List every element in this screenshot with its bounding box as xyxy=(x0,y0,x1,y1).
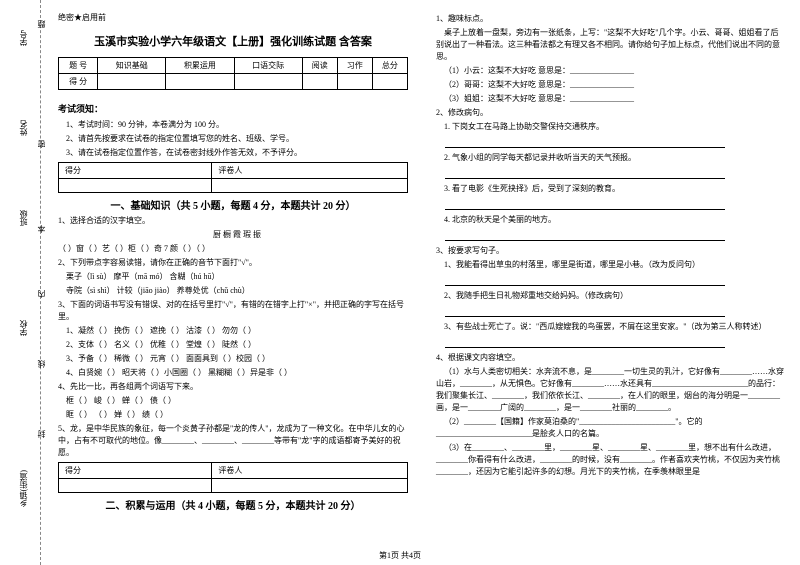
mt1-b1[interactable] xyxy=(59,179,212,193)
th-0: 题 号 xyxy=(59,58,98,74)
fold-line xyxy=(40,0,41,565)
td-4[interactable] xyxy=(302,74,337,90)
th-3: 口语交际 xyxy=(234,58,302,74)
td-3[interactable] xyxy=(234,74,302,90)
q5: 5、龙，是中华民族的象征，每一个炎黄子孙都是"龙的传人"，龙成为了一种文化。在中… xyxy=(58,423,408,459)
page-content: 绝密★启用前 玉溪市实验小学六年级语文【上册】强化训练试题 含答案 题 号 知识… xyxy=(58,12,788,542)
notice-2: 2、请首先按要求在试卷的指定位置填写您的姓名、班级、学号。 xyxy=(58,133,408,145)
margin-label-xiangzhen: 乡镇(街道) xyxy=(18,470,29,507)
r-q3-2: 2、我随手把生日礼物郑重地交给妈妈。（修改病句） xyxy=(436,290,786,302)
q3-4: 4、白贤婉（ ） 昭天将（ ）小国圈（ ） 黑糊糊（ ）异是非（ ） xyxy=(58,367,408,379)
margin-mark-3: 内 xyxy=(36,290,47,298)
q4-line2: 眶（ ） （ ） 婵（ ） 绩（ ） xyxy=(58,409,408,421)
blank-line-1[interactable] xyxy=(445,137,725,148)
margin-label-xuehao: 学号 xyxy=(18,30,29,46)
blank-line-6[interactable] xyxy=(445,306,725,317)
r-q1: 1、趣味标点。 xyxy=(436,13,786,25)
r-q4-body3: （3）在________、________里，________星、_______… xyxy=(436,442,786,478)
td-2[interactable] xyxy=(166,74,234,90)
margin-label-xuexiao: 学校 xyxy=(18,320,29,336)
mt1-c1: 得分 xyxy=(59,163,212,179)
td-0: 得 分 xyxy=(59,74,98,90)
q4-line: 框（ ） 峻（ ） 蝉（ ） 债（ ） xyxy=(58,395,408,407)
mt1-b2[interactable] xyxy=(212,179,408,193)
r-q1-b: （2）哥哥：这梨不大好吃 意思是：________________ xyxy=(436,79,786,91)
td-5[interactable] xyxy=(337,74,372,90)
notice-header: 考试须知： xyxy=(58,102,408,115)
score-value-row: 得 分 xyxy=(59,74,408,90)
r-q1-c: （3）姐姐：这梨不大好吃 意思是：________________ xyxy=(436,93,786,105)
q3-3: 3、予备（ ） 稀微（ ） 元宵（ ） 面面具到（ ）校园（ ） xyxy=(58,353,408,365)
mt2-b2[interactable] xyxy=(212,479,408,493)
page-footer: 第1页 共4页 xyxy=(0,550,800,561)
r-q4: 4、根据课文内容填空。 xyxy=(436,352,786,364)
r-q2-3: 3. 看了电影《生死抉择》后，受到了深刻的教育。 xyxy=(436,183,786,195)
td-6[interactable] xyxy=(372,74,407,90)
score-header-row: 题 号 知识基础 积累运用 口语交际 阅读 习作 总分 xyxy=(59,58,408,74)
th-5: 习作 xyxy=(337,58,372,74)
r-q3-3: 3、有些战士死亡了。说："西瓜嫂嫂我的鸟蛋罢，不屑在这里安家。"（改为第三人称转… xyxy=(436,321,786,333)
q3: 3、下面的词语书写没有错误、对的在括号里打"√"，有错的在错字上打"×"，并把正… xyxy=(58,299,408,323)
blank-line-3[interactable] xyxy=(445,199,725,210)
grader-table-2: 得分评卷人 xyxy=(58,462,408,493)
mt2-b1[interactable] xyxy=(59,479,212,493)
q1-blanks: （ ）窗（ ）艺（ ）柜（ ）奇 7 颜（ ）（ ） xyxy=(58,243,408,255)
r-q4-body1: （1）水与人类密切相关：水奔流不息，是________一切生灵的乳汁，它好像有_… xyxy=(436,366,786,414)
mt2-c1: 得分 xyxy=(59,463,212,479)
mt1-c2: 评卷人 xyxy=(212,163,408,179)
margin-mark-2: 本 xyxy=(36,225,47,233)
r-q2-1: 1. 下岗女工在马路上协助交警保持交通秩序。 xyxy=(436,121,786,133)
q1-chars: 厨 橱 霞 瑕 振 xyxy=(58,229,408,241)
section1-title: 一、基础知识（共 5 小题，每题 4 分，本题共计 20 分） xyxy=(58,197,408,212)
r-q3-1: 1、我能看得出草虫的村落里，哪里是街道，哪里是小巷。（改为反问句） xyxy=(436,259,786,271)
binding-margin: 学号 姓名 班级 学校 乡镇(街道) 题 密 本 内 线 封 xyxy=(0,0,58,565)
r-q2-4: 4. 北京的秋天是个美丽的地方。 xyxy=(436,214,786,226)
blank-line-7[interactable] xyxy=(445,337,725,348)
th-1: 知识基础 xyxy=(98,58,166,74)
left-column: 绝密★启用前 玉溪市实验小学六年级语文【上册】强化训练试题 含答案 题 号 知识… xyxy=(58,12,408,542)
section2-title: 二、积累与运用（共 4 小题，每题 5 分，本题共计 20 分） xyxy=(58,497,408,512)
right-column: 1、趣味标点。 桌子上放着一盘梨，旁边有一张纸条，上写："这梨不大好吃"几个字。… xyxy=(436,12,786,542)
margin-mark-0: 题 xyxy=(36,20,47,28)
margin-mark-5: 封 xyxy=(36,430,47,438)
q2: 2、下列带点字容易读错，请你在正确的音节下面打"√"。 xyxy=(58,257,408,269)
r-q1-body: 桌子上放着一盘梨，旁边有一张纸条，上写："这梨不大好吃"几个字。小云、哥哥、姐姐… xyxy=(436,27,786,63)
q3-2: 2、支体（ ） 名义（ ） 优稚（ ） 堂煌（ ） 陡然（ ） xyxy=(58,339,408,351)
notice-1: 1、考试时间：90 分钟，本卷满分为 100 分。 xyxy=(58,119,408,131)
blank-line-2[interactable] xyxy=(445,168,725,179)
blank-line-4[interactable] xyxy=(445,230,725,241)
td-1[interactable] xyxy=(98,74,166,90)
notice-3: 3、请在试卷指定位置作答，在试卷密封线外作答无效，不予评分。 xyxy=(58,147,408,159)
margin-mark-1: 密 xyxy=(36,140,47,148)
score-table: 题 号 知识基础 积累运用 口语交际 阅读 习作 总分 得 分 xyxy=(58,57,408,90)
margin-mark-4: 线 xyxy=(36,360,47,368)
r-q3: 3、按要求写句子。 xyxy=(436,245,786,257)
q2b: 寺院（sì shì） 计较（jiāo jiào） 养尊处优（chǔ chù） xyxy=(58,285,408,297)
r-q2: 2、修改病句。 xyxy=(436,107,786,119)
margin-label-banji: 班级 xyxy=(18,210,29,226)
q2a: 栗子（lì sù） 摩平（mā mó） 含糊（hú hū） xyxy=(58,271,408,283)
q1: 1、选择合适的汉字填空。 xyxy=(58,215,408,227)
q4: 4、先比一比，再各组两个词语写下来。 xyxy=(58,381,408,393)
blank-line-5[interactable] xyxy=(445,275,725,286)
th-6: 总分 xyxy=(372,58,407,74)
exam-title: 玉溪市实验小学六年级语文【上册】强化训练试题 含答案 xyxy=(58,33,408,49)
q3-1: 1、凝然（ ） 挽伤（ ） 遮挽（ ） 沽漆（ ） 勿勿（ ） xyxy=(58,325,408,337)
confidential-label: 绝密★启用前 xyxy=(58,12,408,23)
r-q2-2: 2. 气象小组的同学每天都记录并收听当天的天气预报。 xyxy=(436,152,786,164)
th-2: 积累运用 xyxy=(166,58,234,74)
grader-table-1: 得分评卷人 xyxy=(58,162,408,193)
mt2-c2: 评卷人 xyxy=(212,463,408,479)
th-4: 阅读 xyxy=(302,58,337,74)
margin-label-xingming: 姓名 xyxy=(18,120,29,136)
r-q1-a: （1）小云：这梨不大好吃 意思是：________________ xyxy=(436,65,786,77)
r-q4-body2: （2）________【国籍】作家莫泊桑的"__________________… xyxy=(436,416,786,440)
